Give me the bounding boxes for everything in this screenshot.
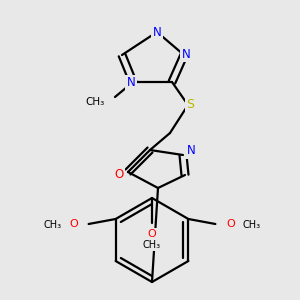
Text: N: N	[187, 145, 195, 158]
Text: O: O	[148, 229, 156, 239]
Text: N: N	[127, 76, 135, 89]
Text: N: N	[182, 47, 190, 61]
Text: CH₃: CH₃	[242, 220, 260, 230]
Text: CH₃: CH₃	[143, 240, 161, 250]
Text: N: N	[153, 26, 161, 38]
Text: O: O	[226, 219, 235, 229]
Text: S: S	[186, 98, 194, 112]
Text: O: O	[114, 167, 124, 181]
Text: CH₃: CH₃	[86, 97, 105, 107]
Text: O: O	[69, 219, 78, 229]
Text: CH₃: CH₃	[44, 220, 62, 230]
